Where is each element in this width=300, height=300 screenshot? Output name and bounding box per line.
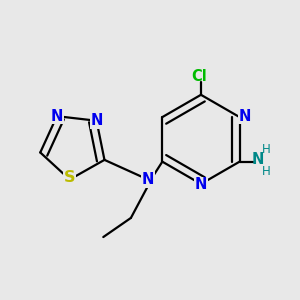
Text: N: N [142, 172, 154, 187]
Text: H: H [262, 143, 271, 156]
Text: N: N [195, 177, 207, 192]
Text: S: S [64, 170, 75, 185]
Text: Cl: Cl [191, 70, 207, 85]
Text: N: N [252, 152, 264, 167]
Text: H: H [262, 164, 271, 178]
Text: N: N [238, 109, 251, 124]
Text: N: N [51, 109, 63, 124]
Text: N: N [90, 113, 103, 128]
